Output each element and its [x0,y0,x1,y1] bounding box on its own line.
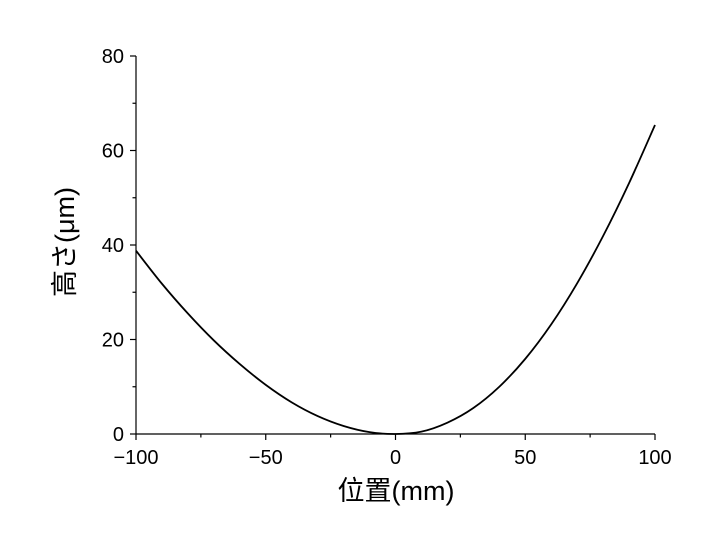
x-tick-label: −100 [113,447,158,469]
y-tick-label: 60 [102,141,124,163]
series [135,124,656,435]
y-tick-label: 0 [113,424,124,446]
x-tick-label: 100 [638,447,671,469]
y-tick-label: 20 [102,330,124,352]
x-tick-label: 50 [514,447,536,469]
x-tick-label: 0 [390,447,401,469]
x-tick-label: −50 [249,447,283,469]
axes [135,56,655,435]
ticks: −100 −50 0 50 100 0 20 40 60 80 [102,46,672,469]
y-tick-label: 80 [102,46,124,68]
x-axis-title: 位置(mm) [338,476,455,506]
series-line [135,124,656,435]
y-tick-label: 40 [102,235,124,257]
y-axis-title: 高さ(μm) [50,187,80,297]
